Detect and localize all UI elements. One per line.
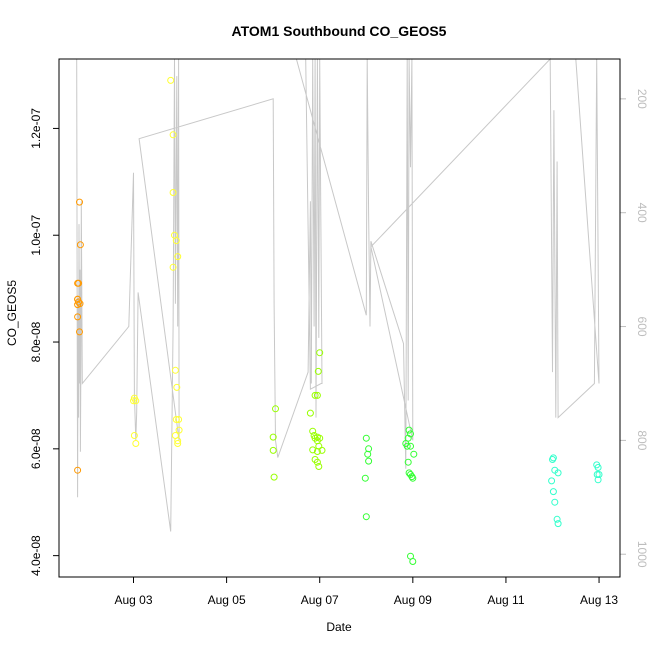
- data-point: [167, 76, 175, 84]
- data-point: [174, 440, 182, 447]
- x-tick-label: Aug 11: [487, 593, 524, 607]
- data-point: [408, 473, 416, 481]
- data-point: [318, 446, 326, 454]
- pressure-line-layer: [76, 57, 600, 532]
- y-tick-label: 6.0e-08: [29, 428, 43, 469]
- data-point: [132, 440, 140, 447]
- data-point: [407, 442, 414, 450]
- data-point: [410, 450, 418, 458]
- data-point: [365, 457, 373, 465]
- data-point: [403, 442, 411, 450]
- data-point: [551, 498, 559, 506]
- x-tick-label: Aug 03: [114, 593, 152, 607]
- x-axis-label: Date: [326, 620, 352, 634]
- data-point: [362, 513, 370, 521]
- data-point: [309, 427, 317, 435]
- data-point: [594, 464, 602, 471]
- data-point: [171, 366, 179, 374]
- data-point: [76, 241, 84, 249]
- data-point: [172, 416, 180, 423]
- x-tick-label: Aug 09: [394, 593, 432, 607]
- data-point: [315, 463, 323, 470]
- data-point: [309, 446, 317, 454]
- data-point: [269, 446, 277, 454]
- right-tick-label: 1000: [635, 541, 649, 568]
- data-point: [314, 367, 322, 375]
- axes-layer: Aug 03 Aug 05 Aug 07 Aug 09 Aug 11 Aug 13 4.0e…: [29, 89, 649, 607]
- data-point: [169, 189, 177, 196]
- data-point: [311, 391, 319, 399]
- data-point: [174, 437, 182, 445]
- data-point: [595, 471, 603, 478]
- data-point: [174, 253, 182, 261]
- data-point: [313, 391, 321, 399]
- data-point: [76, 198, 83, 206]
- chart-title: ATOM1 Southbound CO_GEOS5: [232, 23, 447, 39]
- data-point: [362, 434, 370, 442]
- data-point: [306, 409, 314, 417]
- data-point: [74, 466, 82, 474]
- y-tick-label: 1.2e-07: [29, 108, 43, 149]
- y-tick-label: 4.0e-08: [29, 535, 43, 576]
- data-point: [594, 476, 602, 484]
- data-point: [405, 426, 413, 434]
- pressure-line: [76, 57, 600, 532]
- data-point: [173, 383, 181, 391]
- data-points-layer: [74, 76, 603, 565]
- y-axis-label: CO_GEOS5: [5, 280, 19, 346]
- data-point: [269, 433, 277, 441]
- y-tick-label: 1.0e-07: [29, 215, 43, 256]
- data-point: [554, 469, 562, 477]
- right-tick-label: 600: [635, 317, 649, 337]
- x-tick-label: Aug 05: [208, 593, 246, 607]
- data-point: [74, 313, 82, 321]
- data-point: [169, 263, 177, 271]
- data-point: [175, 426, 183, 434]
- data-point: [554, 520, 562, 528]
- data-point: [553, 515, 561, 523]
- data-point: [76, 328, 83, 336]
- right-tick-label: 400: [635, 203, 649, 223]
- data-point: [270, 473, 278, 481]
- right-tick-label: 800: [635, 430, 649, 450]
- data-point: [132, 397, 140, 405]
- data-point: [313, 458, 321, 466]
- data-point: [130, 432, 138, 439]
- data-point: [172, 237, 180, 245]
- data-point: [364, 450, 372, 458]
- data-point: [76, 300, 84, 308]
- y-tick-label: 8.0e-08: [29, 321, 43, 362]
- plot-frame: [58, 58, 621, 578]
- data-point: [316, 349, 324, 357]
- data-point: [548, 477, 556, 485]
- data-point: [361, 474, 369, 482]
- data-point: [404, 434, 412, 442]
- data-point: [404, 458, 412, 466]
- data-point: [169, 131, 177, 139]
- x-tick-label: Aug 13: [580, 593, 618, 607]
- data-point: [272, 405, 279, 413]
- data-point: [409, 558, 417, 565]
- data-point: [74, 279, 82, 287]
- data-point: [549, 488, 557, 496]
- right-tick-label: 200: [635, 89, 649, 109]
- data-point: [175, 416, 183, 423]
- data-point: [549, 454, 557, 462]
- x-tick-label: Aug 07: [301, 593, 339, 607]
